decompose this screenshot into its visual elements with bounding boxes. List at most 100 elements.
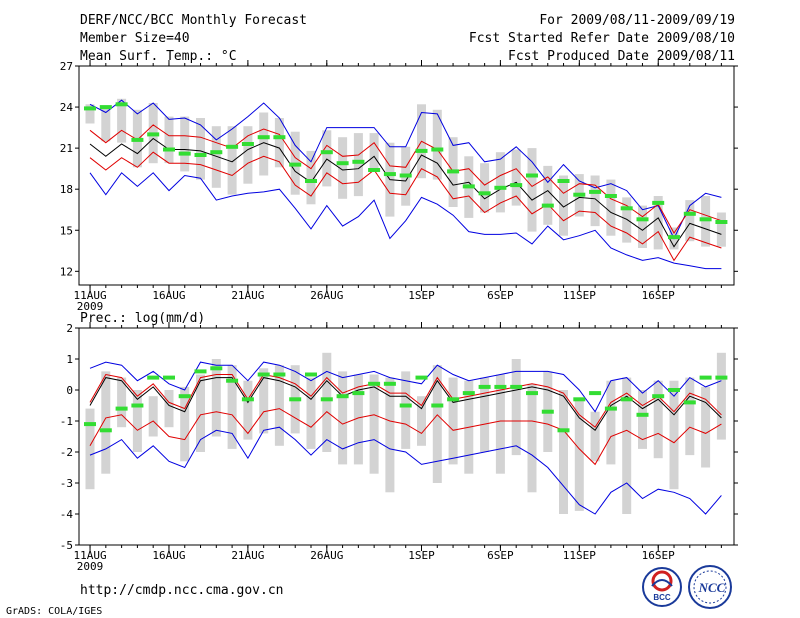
x-tick-label: 16AUG (152, 549, 185, 562)
observation-marker (415, 375, 428, 380)
ensemble-box (322, 130, 332, 187)
produced-date: Fcst Produced Date 2009/08/11 (508, 49, 735, 64)
observation-marker (478, 384, 491, 389)
ensemble-box (196, 118, 205, 180)
ensemble-box (653, 380, 663, 459)
x-tick-label: 11AUG (73, 289, 106, 302)
ensemble-box (338, 371, 348, 465)
observation-marker (383, 172, 396, 177)
ensemble-box (385, 377, 395, 493)
observation-marker (383, 381, 396, 386)
ensemble-box (701, 386, 711, 468)
observation-marker (462, 391, 475, 396)
inner-upper-line (89, 124, 722, 234)
observation-marker (604, 406, 617, 411)
ensemble-box (653, 196, 663, 250)
observation-marker (510, 183, 523, 188)
observation-marker (131, 137, 144, 142)
observation-marker (368, 168, 381, 172)
ensemble-box (527, 383, 537, 493)
ensemble-box (638, 205, 647, 248)
y-tick-label: -4 (60, 508, 74, 521)
observation-marker (652, 394, 665, 399)
observation-marker (589, 189, 602, 194)
ensemble-box (117, 98, 127, 143)
observation-marker (478, 191, 491, 196)
observation-marker (289, 397, 302, 402)
y-tick-label: 1 (66, 353, 73, 366)
observation-marker (526, 173, 538, 178)
observation-marker (273, 372, 286, 377)
median-line (89, 377, 722, 432)
grads-credit: GrADS: COLA/IGES (6, 606, 102, 617)
x-tick-label: 21AUG (231, 289, 264, 302)
observation-marker (194, 153, 207, 157)
observation-marker (447, 169, 460, 174)
observation-marker (194, 369, 207, 374)
start-date: Fcst Started Refer Date 2009/08/10 (469, 31, 735, 46)
chart-title: DERF/NCC/BCC Monthly Forecast (80, 13, 307, 28)
y-tick-label: 15 (60, 224, 73, 237)
observation-marker (99, 428, 112, 433)
y-tick-label: 27 (60, 60, 73, 73)
plot-frame (78, 65, 735, 286)
observation-marker (668, 388, 680, 392)
inner-upper-line (89, 373, 722, 428)
x-tick-label: 11AUG (73, 549, 106, 562)
y-tick-label: -5 (60, 539, 73, 552)
observation-marker (699, 375, 712, 380)
observation-marker (573, 192, 586, 197)
y-tick-label: -2 (60, 446, 73, 459)
observation-marker (241, 397, 254, 402)
observation-marker (447, 397, 460, 402)
source-url[interactable]: http://cmdp.ncc.cma.gov.cn (80, 583, 284, 598)
x-tick-label: 6SEP (487, 549, 514, 562)
ensemble-box (685, 200, 695, 242)
observation-marker (320, 397, 333, 402)
observation-marker (178, 394, 191, 399)
ncc-logo-text: NCC (698, 580, 726, 595)
observation-marker (368, 381, 381, 386)
ensemble-box (85, 104, 95, 124)
y-tick-label: 2 (66, 322, 73, 335)
observation-marker (210, 366, 223, 371)
observation-marker (257, 135, 270, 140)
ensemble-box (448, 377, 458, 465)
ensemble-box (495, 374, 505, 474)
ensemble-box (432, 109, 442, 180)
ensemble-box (638, 390, 647, 449)
observation-marker (668, 235, 680, 240)
observation-marker (541, 409, 554, 414)
ensemble-box (574, 399, 584, 511)
ensemble-box (622, 197, 632, 243)
x-tick-label: 16SEP (642, 549, 675, 562)
x-tick-label: 26AUG (310, 549, 343, 562)
ensemble-box (274, 118, 284, 168)
ensemble-box (480, 377, 490, 452)
observation-marker (541, 203, 554, 208)
observation-marker (699, 217, 712, 222)
outer-lower-line (89, 426, 722, 515)
ensemble-box (495, 152, 505, 213)
observation-marker (352, 159, 365, 164)
plot-frame (78, 327, 735, 546)
ensemble-box (716, 352, 726, 440)
ensemble-box (353, 374, 363, 465)
precip-label: Prec.: log(mm/d) (80, 311, 205, 326)
observation-marker (415, 148, 428, 153)
observation-marker (557, 179, 570, 183)
observation-marker (241, 142, 254, 146)
outer-upper-line (89, 99, 722, 240)
forecast-period: For 2009/08/11-2009/09/19 (539, 13, 735, 28)
ensemble-box (590, 175, 600, 227)
x-tick-label: 6SEP (487, 289, 514, 302)
ensemble-box (211, 359, 221, 437)
median-line (89, 137, 722, 248)
ensemble-box (606, 380, 616, 465)
observation-marker (620, 206, 633, 211)
observation-marker (226, 144, 239, 149)
x-tick-label: 16AUG (152, 289, 185, 302)
ensemble-box (85, 408, 95, 490)
ensemble-box (211, 126, 221, 188)
y-tick-label: 24 (60, 101, 74, 114)
